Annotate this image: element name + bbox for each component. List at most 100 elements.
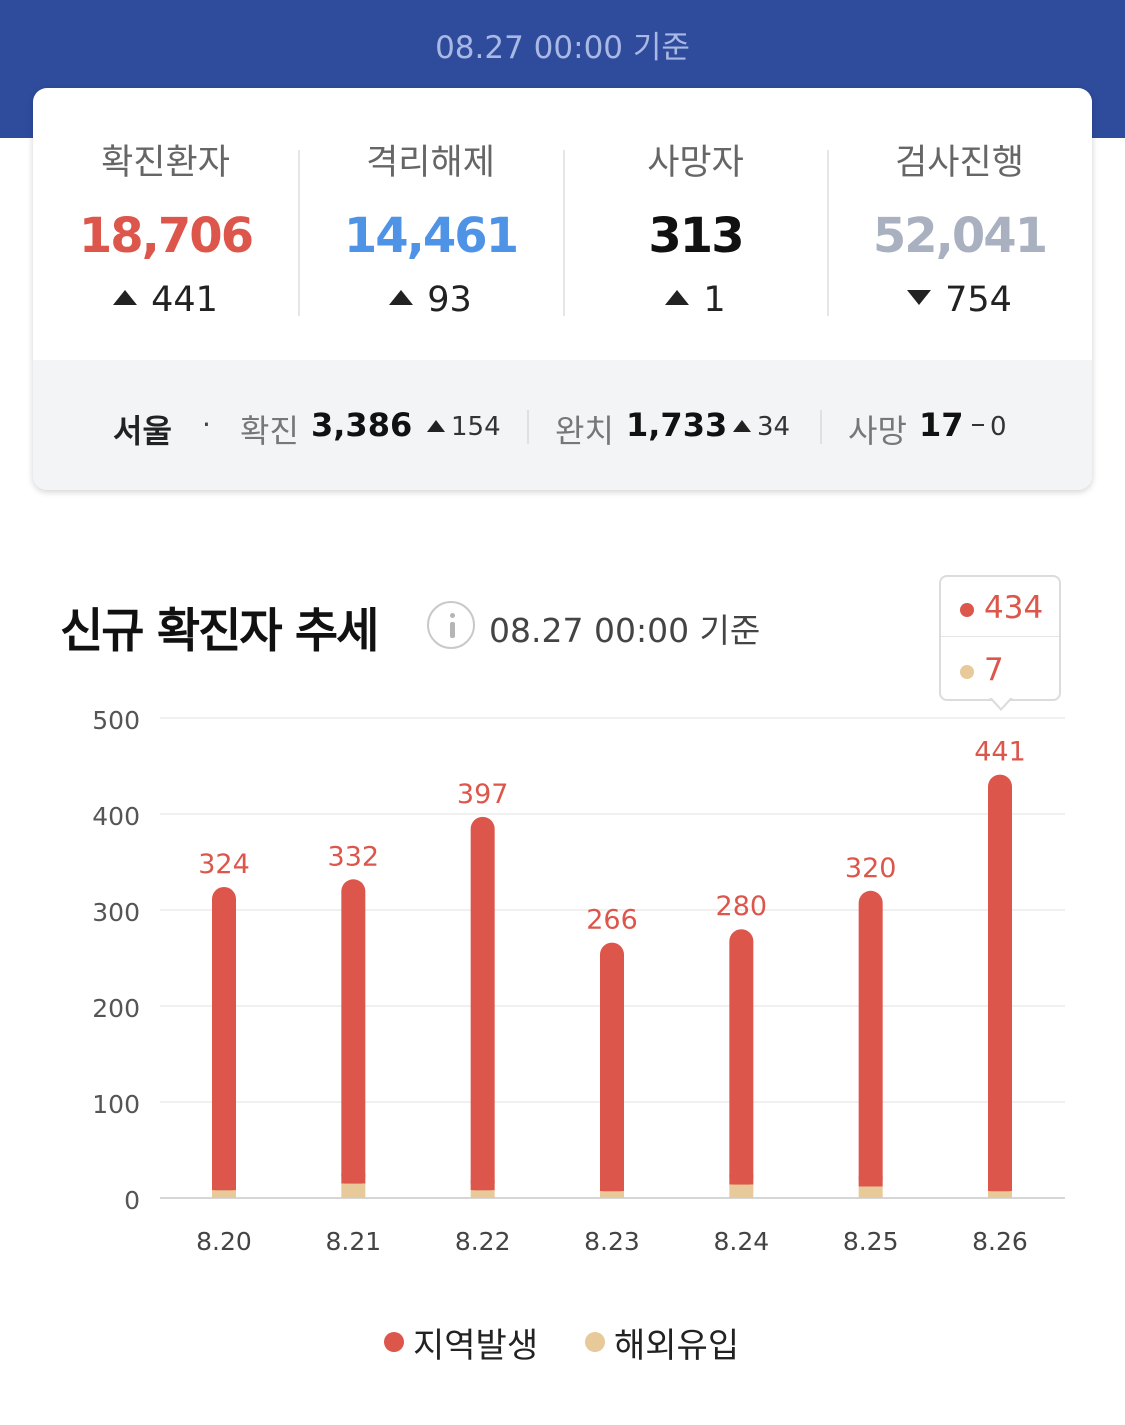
x-tick-label: 8.20 (196, 1227, 252, 1256)
local-dot-icon (384, 1332, 404, 1352)
bar-overseas (341, 1183, 366, 1198)
overseas-dot-icon (585, 1332, 605, 1352)
divider (298, 150, 300, 316)
bar-local (858, 890, 883, 1191)
seoul-released-delta-value: 34 (757, 412, 791, 442)
bar-value-label: 266 (586, 905, 638, 936)
bar-local-fill (600, 1181, 624, 1192)
x-tick-label: 8.26 (972, 1227, 1028, 1256)
triangle-up-icon (113, 290, 138, 305)
seoul-confirmed-value: 3,386 (311, 406, 413, 444)
stat-label: 확진환자 (101, 143, 230, 183)
seoul-confirmed-delta: 154 (427, 412, 501, 442)
bar-value-label: 320 (845, 853, 897, 884)
bar-local-fill (212, 1180, 236, 1191)
tooltip-overseas-value: 7 (984, 652, 1004, 688)
seoul-deaths-value: 17 (919, 406, 964, 444)
header-date: 08.27 00:00 기준 (435, 30, 690, 66)
bar-local (988, 774, 1012, 1196)
chart-date: 08.27 00:00 기준 (489, 611, 761, 650)
legend-label: 해외유입 (614, 1326, 740, 1366)
seoul-deaths-label: 사망 (848, 412, 907, 450)
bar-value-label: 280 (716, 891, 768, 922)
bar-overseas (729, 1184, 754, 1198)
tooltip-row-overseas: 7 (941, 639, 1059, 699)
y-tick-label: 100 (92, 1090, 140, 1119)
bar-local-fill (858, 1176, 883, 1187)
seoul-summary: 서울 · 확진 3,386 154 완치 1,733 34 사망 17 0 (33, 360, 1092, 490)
y-tick-label: 0 (124, 1186, 140, 1215)
stat-delta-value: 93 (427, 280, 472, 320)
triangle-up-icon (389, 290, 414, 305)
bar-value-label: 332 (328, 841, 380, 872)
stat-released: 격리해제 14,461 93 (298, 88, 563, 360)
divider (527, 410, 529, 444)
x-tick-label: 8.23 (584, 1227, 640, 1256)
seoul-deaths-delta: 0 (972, 412, 1007, 442)
dash-icon (972, 424, 984, 426)
bar-local-fill (988, 1181, 1012, 1192)
stat-delta-value: 1 (703, 280, 726, 320)
stat-delta-value: 441 (151, 280, 218, 320)
stat-delta: 1 (563, 280, 828, 320)
bar-local (600, 942, 624, 1196)
bar-overseas (212, 1190, 236, 1198)
bar-overseas (600, 1191, 624, 1198)
stat-delta: 441 (33, 280, 298, 320)
bar-overseas (988, 1191, 1012, 1198)
x-tick-label: 8.22 (455, 1227, 511, 1256)
bar-local-fill (729, 1174, 754, 1185)
stat-label: 검사진행 (895, 143, 1024, 183)
stat-testing: 검사진행 52,041 754 (827, 88, 1092, 360)
seoul-city: 서울 (113, 412, 172, 450)
divider (563, 150, 565, 316)
y-tick-label: 500 (92, 706, 140, 735)
bar-local (341, 879, 366, 1188)
stat-confirmed: 확진환자 18,706 441 (33, 88, 298, 360)
summary-stats: 확진환자 18,706 441 격리해제 14,461 93 사망자 313 1… (33, 88, 1092, 360)
bar-local (729, 929, 754, 1189)
bar-local-fill (341, 1173, 366, 1184)
y-tick-label: 300 (92, 898, 140, 927)
x-tick-label: 8.25 (843, 1227, 899, 1256)
bar-overseas (470, 1190, 495, 1198)
stat-value: 14,461 (343, 208, 519, 264)
seoul-released-delta: 34 (733, 412, 790, 442)
seoul-released-label: 완치 (555, 412, 614, 450)
overseas-dot-icon (960, 665, 974, 679)
chart-plot: 0 100 200 300 400 500 324 8.20 332 8.21 397 8.22 266… (92, 706, 1065, 1256)
seoul-released-value: 1,733 (626, 406, 728, 444)
stat-delta: 754 (827, 280, 1092, 320)
stat-deaths: 사망자 313 1 (563, 88, 828, 360)
triangle-down-icon (907, 290, 932, 305)
stat-value: 313 (648, 208, 744, 264)
bar-local-fill (470, 1180, 495, 1191)
y-tick-label: 200 (92, 994, 140, 1023)
x-tick-label: 8.21 (325, 1227, 381, 1256)
tooltip-local-value: 434 (984, 590, 1044, 626)
legend-label: 지역발생 (413, 1326, 539, 1366)
local-dot-icon (960, 603, 974, 617)
x-tick-label: 8.24 (713, 1227, 769, 1256)
bar-local (212, 886, 236, 1195)
bar-value-label: 397 (457, 779, 509, 810)
chart-legend: 지역발생 해외유입 (0, 1318, 1125, 1368)
tooltip-arrow-inner (991, 697, 1011, 708)
info-icon[interactable] (427, 601, 475, 649)
chart-tooltip: 434 7 (939, 575, 1061, 701)
triangle-up-icon (733, 420, 751, 432)
bar-local (470, 816, 495, 1195)
summary-card: 확진환자 18,706 441 격리해제 14,461 93 사망자 313 1… (33, 88, 1092, 490)
stat-delta-value: 754 (945, 280, 1012, 320)
divider (827, 150, 829, 316)
bullet-icon: · (202, 408, 211, 441)
stat-delta: 93 (298, 280, 563, 320)
bar-value-label: 441 (974, 737, 1026, 768)
seoul-confirmed-label: 확진 (240, 412, 299, 450)
stat-value: 18,706 (78, 208, 254, 264)
triangle-up-icon (665, 290, 690, 305)
chart-title: 신규 확진자 추세 (60, 604, 379, 659)
stat-value: 52,041 (872, 208, 1048, 264)
bar-overseas (858, 1186, 883, 1198)
seoul-confirmed-delta-value: 154 (451, 412, 501, 442)
